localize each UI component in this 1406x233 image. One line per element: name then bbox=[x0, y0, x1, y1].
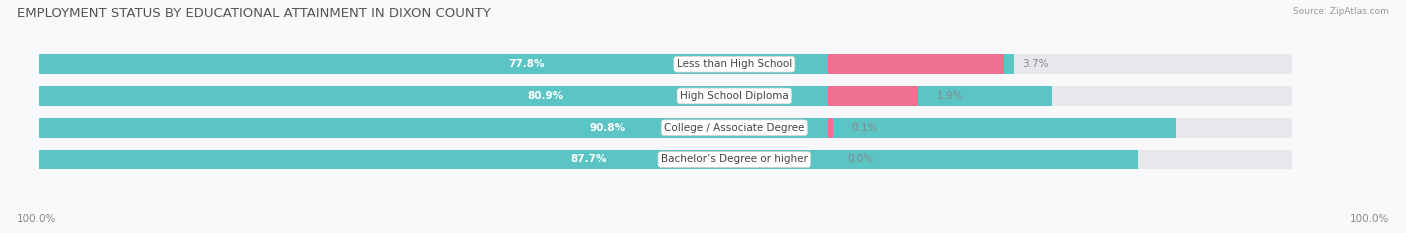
Bar bbox=[39, 86, 1053, 106]
Bar bbox=[39, 86, 1292, 106]
Text: 3.7%: 3.7% bbox=[1022, 59, 1049, 69]
Bar bbox=[828, 118, 832, 137]
Bar bbox=[39, 54, 1292, 74]
Text: 1.9%: 1.9% bbox=[936, 91, 963, 101]
Text: 0.1%: 0.1% bbox=[852, 123, 879, 133]
Text: 0.0%: 0.0% bbox=[846, 154, 873, 164]
Bar bbox=[39, 118, 1292, 137]
Bar bbox=[39, 54, 1014, 74]
Text: Bachelor’s Degree or higher: Bachelor’s Degree or higher bbox=[661, 154, 808, 164]
Text: 77.8%: 77.8% bbox=[508, 59, 544, 69]
Bar bbox=[39, 118, 1177, 137]
Text: Less than High School: Less than High School bbox=[676, 59, 792, 69]
Text: Source: ZipAtlas.com: Source: ZipAtlas.com bbox=[1294, 7, 1389, 16]
Text: 80.9%: 80.9% bbox=[527, 91, 564, 101]
Text: EMPLOYMENT STATUS BY EDUCATIONAL ATTAINMENT IN DIXON COUNTY: EMPLOYMENT STATUS BY EDUCATIONAL ATTAINM… bbox=[17, 7, 491, 20]
Text: 90.8%: 90.8% bbox=[589, 123, 626, 133]
Text: High School Diploma: High School Diploma bbox=[681, 91, 789, 101]
Bar bbox=[828, 86, 918, 106]
Bar bbox=[39, 150, 1137, 169]
Text: 100.0%: 100.0% bbox=[1350, 214, 1389, 224]
Bar bbox=[828, 54, 1004, 74]
Text: 87.7%: 87.7% bbox=[571, 154, 606, 164]
Text: 100.0%: 100.0% bbox=[17, 214, 56, 224]
Bar bbox=[39, 150, 1292, 169]
Text: College / Associate Degree: College / Associate Degree bbox=[664, 123, 804, 133]
